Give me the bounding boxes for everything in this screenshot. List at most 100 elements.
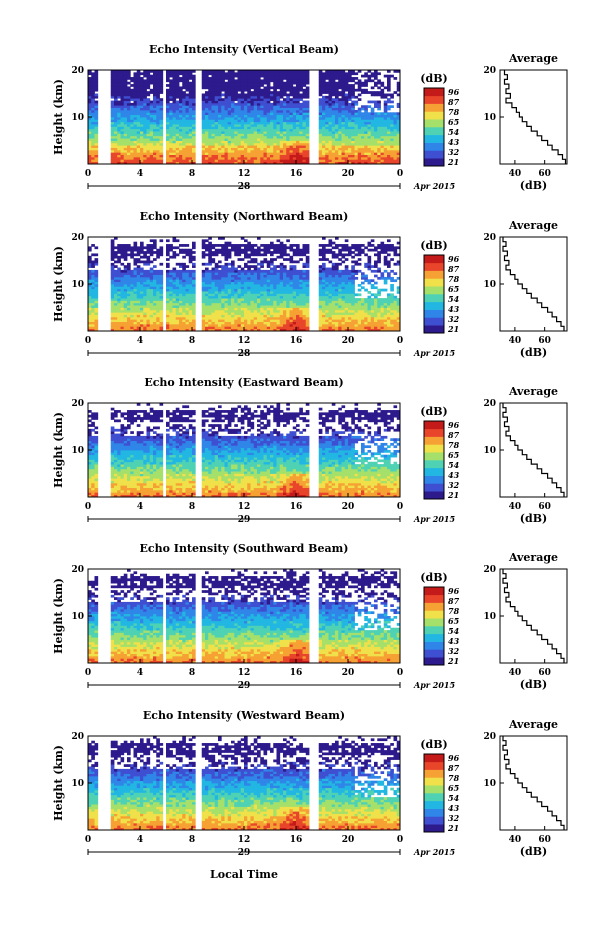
heatmap-cell [133, 241, 138, 245]
heatmap-cell [166, 145, 170, 148]
heatmap-cell [247, 161, 251, 165]
heatmap-cell [344, 119, 349, 123]
heatmap-cell [153, 284, 157, 287]
heatmap-cell [231, 77, 235, 80]
heatmap-cell [341, 156, 346, 160]
heatmap-cell [370, 119, 375, 123]
heatmap-cell [205, 276, 209, 280]
heatmap-cell [120, 128, 125, 132]
heatmap-cell [237, 265, 242, 268]
heatmap-cell [224, 255, 229, 259]
heatmap-cell [88, 142, 92, 146]
heatmap-cell [361, 88, 365, 92]
heatmap-cell [387, 135, 391, 139]
heatmap-cell [328, 140, 333, 144]
heatmap-cell [166, 293, 170, 297]
heatmap-cell [322, 131, 326, 134]
heatmap-cell [240, 272, 245, 275]
heatmap-cell [218, 149, 222, 153]
heatmap-cell [234, 121, 238, 125]
heatmap-cell [257, 300, 261, 304]
heatmap-cell [273, 138, 277, 141]
heatmap-cell [153, 272, 157, 275]
heatmap-cell [169, 286, 173, 290]
heatmap-cell [322, 128, 326, 132]
heatmap-cell [94, 121, 99, 125]
heatmap-cell [266, 291, 271, 294]
heatmap-cell [214, 79, 219, 83]
heatmap-cell [175, 91, 180, 94]
heatmap-cell [123, 269, 128, 273]
heatmap-cell [172, 281, 177, 285]
heatmap-cell [133, 149, 138, 153]
heatmap-cell [253, 93, 258, 97]
heatmap-cell [247, 302, 251, 306]
heatmap-cell [159, 109, 164, 113]
heatmap-cell [159, 145, 164, 148]
heatmap-cell [192, 95, 196, 99]
heatmap-cell [338, 72, 342, 76]
heatmap-cell [247, 84, 251, 87]
heatmap-cell [179, 133, 183, 137]
heatmap-cell [211, 114, 216, 118]
heatmap-cell [374, 117, 378, 120]
heatmap-cell [214, 262, 219, 266]
heatmap-cell [390, 161, 394, 165]
heatmap-cell [227, 140, 232, 144]
heatmap-cell [88, 121, 92, 125]
heatmap-cell [328, 95, 333, 99]
heatmap-cell [286, 72, 290, 76]
heatmap-cell [136, 112, 141, 116]
heatmap-cell [263, 91, 268, 94]
heatmap-cell [276, 128, 281, 132]
heatmap-cell [338, 133, 342, 137]
heatmap-cell [244, 248, 248, 252]
heatmap-cell [221, 293, 225, 297]
heatmap-cell [159, 117, 164, 120]
heatmap-cell [172, 98, 177, 101]
heatmap-cell [208, 124, 212, 127]
heatmap-cell [224, 152, 229, 155]
heatmap-cell [234, 246, 238, 250]
heatmap-cell [88, 131, 92, 134]
heatmap-cell [185, 119, 190, 123]
heatmap-cell [179, 121, 183, 125]
heatmap-cell [192, 112, 196, 116]
heatmap-cell [182, 133, 186, 137]
heatmap-cell [188, 88, 193, 92]
heatmap-cell [276, 156, 281, 160]
heatmap-cell [335, 117, 339, 120]
heatmap-cell [133, 84, 138, 87]
heatmap-cell [169, 284, 173, 287]
heatmap-cell [201, 93, 206, 97]
heatmap-cell [325, 95, 329, 99]
heatmap-cell [153, 112, 157, 116]
heatmap-cell [250, 305, 255, 308]
heatmap-cell [260, 72, 264, 76]
heatmap-cell [380, 124, 385, 127]
heatmap-cell [169, 79, 173, 83]
heatmap-cell [344, 135, 349, 139]
heatmap-cell [296, 84, 300, 87]
heatmap-cell [250, 258, 255, 261]
heatmap-cell [110, 100, 115, 104]
heatmap-cell [156, 100, 160, 104]
heatmap-cell [348, 131, 352, 134]
heatmap-cell [237, 128, 242, 132]
heatmap-cell [276, 142, 281, 146]
heatmap-cell [231, 269, 235, 273]
heatmap-cell [117, 314, 121, 318]
heatmap-cell [211, 258, 216, 261]
heatmap-cell [88, 269, 92, 273]
heatmap-cell [224, 154, 229, 158]
heatmap-cell [201, 121, 206, 125]
heatmap-cell [328, 135, 333, 139]
heatmap-cell [166, 88, 170, 92]
heatmap-cell [344, 74, 349, 78]
heatmap-cell [146, 309, 151, 313]
heatmap-cell [247, 135, 251, 139]
heatmap-cell [205, 323, 209, 327]
heatmap-cell [377, 156, 381, 160]
heatmap-cell [244, 142, 248, 146]
